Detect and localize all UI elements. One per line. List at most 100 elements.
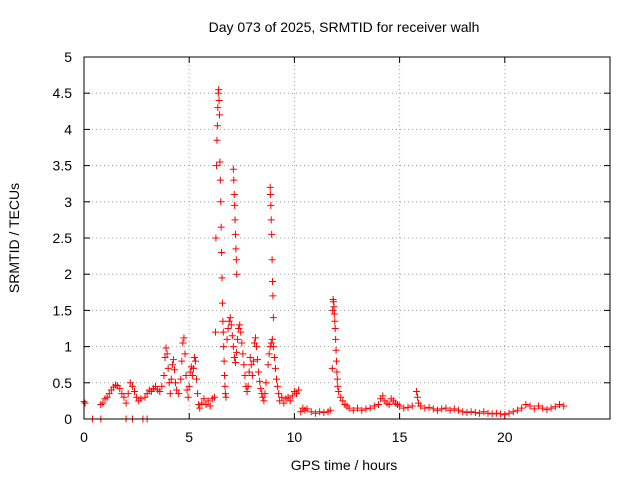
data-point [198, 399, 206, 407]
data-point [141, 393, 149, 401]
data-point [165, 379, 173, 387]
grid [84, 57, 610, 419]
y-axis-label: SRMTID / TECUs [6, 183, 22, 293]
y-tick-label: 2.5 [53, 230, 73, 246]
data-point [213, 136, 221, 144]
data-point [247, 361, 255, 369]
data-point [229, 165, 237, 173]
x-tick-label: 20 [497, 429, 513, 445]
data-point [267, 201, 275, 209]
data-point [226, 314, 234, 322]
data-point [232, 256, 240, 264]
data-point [396, 402, 404, 410]
data-point [133, 393, 141, 401]
data-point [161, 353, 169, 361]
data-point [167, 375, 175, 383]
data-point [260, 397, 268, 405]
data-point [311, 409, 319, 417]
data-point [221, 372, 229, 380]
data-point [476, 409, 484, 417]
data-point [236, 321, 244, 329]
data-point [331, 325, 339, 332]
data-point [337, 393, 345, 401]
data-point [188, 372, 196, 380]
data-point [220, 357, 228, 365]
data-point [276, 397, 284, 405]
data-point [193, 375, 201, 383]
data-point [219, 317, 227, 325]
data-point [213, 122, 221, 130]
data-point [224, 325, 232, 332]
data-point [501, 411, 509, 419]
data-point [267, 339, 275, 347]
data-point [251, 334, 259, 342]
data-point [273, 375, 281, 383]
data-point [238, 339, 246, 347]
data-point [170, 366, 178, 374]
data-point [266, 191, 274, 199]
data-point [268, 335, 276, 343]
data-point [218, 299, 226, 307]
data-point [275, 390, 283, 398]
data-point [105, 390, 113, 398]
data-point [215, 111, 223, 119]
data-point [253, 343, 261, 351]
data-point [162, 344, 170, 352]
data-point [214, 104, 222, 112]
data-point [484, 409, 492, 417]
data-point [400, 404, 408, 412]
y-tick-label: 3.5 [53, 158, 73, 174]
data-point [286, 397, 294, 405]
data-point [446, 406, 454, 414]
data-point [231, 201, 239, 209]
data-point [530, 405, 538, 413]
data-point [450, 405, 458, 413]
data-point [156, 387, 164, 395]
data-point [232, 245, 240, 253]
data-point [509, 408, 517, 416]
data-point [349, 406, 357, 414]
data-point [366, 404, 374, 412]
data-point [223, 335, 231, 343]
data-point [230, 176, 238, 184]
data-point [471, 408, 479, 416]
data-point [265, 350, 273, 358]
data-point [245, 368, 253, 376]
y-tick-label: 0 [64, 411, 72, 427]
data-point [560, 402, 568, 410]
data-point [375, 401, 383, 409]
data-point [284, 393, 292, 401]
x-tick-label: 10 [287, 429, 303, 445]
data-point [332, 335, 340, 343]
data-point [307, 408, 315, 416]
data-point [233, 270, 241, 278]
data-point [266, 183, 274, 191]
data-point [551, 403, 559, 411]
data-point [433, 406, 441, 414]
data-point [219, 328, 227, 336]
data-point [316, 408, 324, 416]
data-point [269, 277, 277, 285]
data-point [182, 372, 190, 380]
data-point [172, 379, 180, 387]
data-point [99, 399, 107, 407]
data-point [192, 357, 200, 365]
x-tick-label: 15 [392, 429, 408, 445]
data-point [143, 390, 151, 398]
data-point [228, 332, 236, 340]
data-point [421, 404, 429, 412]
y-tick-label: 4 [64, 121, 72, 137]
data-point [408, 402, 416, 410]
data-point [183, 386, 191, 394]
data-point [184, 393, 192, 401]
data-point [130, 387, 138, 395]
data-point [254, 356, 262, 364]
data-point [379, 392, 387, 400]
data-point [241, 372, 249, 380]
data-point [194, 390, 202, 398]
data-point [334, 382, 342, 390]
data-point [185, 382, 193, 390]
data-point [249, 357, 257, 365]
data-point [335, 387, 343, 395]
data-point [492, 409, 500, 417]
